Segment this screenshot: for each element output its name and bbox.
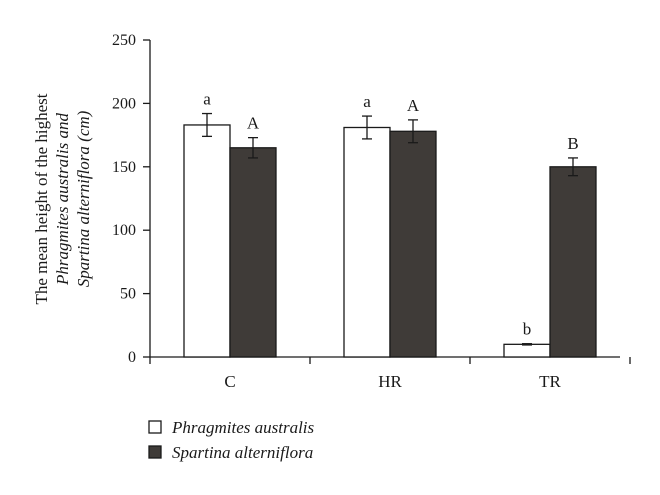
y-tick-label: 100 bbox=[112, 222, 136, 239]
axes: 0 50 100 150 200 250 C HR TR bbox=[112, 32, 631, 391]
legend-swatch bbox=[148, 420, 162, 434]
y-axis-label-line-1: The mean height of the highest bbox=[32, 93, 51, 304]
legend: Phragmites australis Spartina alterniflor… bbox=[148, 418, 315, 462]
significance-label: A bbox=[407, 96, 420, 115]
y-tick-label: 0 bbox=[128, 349, 136, 366]
bar-spartina-tr bbox=[549, 166, 597, 358]
y-tick-label: 250 bbox=[112, 32, 136, 49]
y-tick-label: 150 bbox=[112, 159, 136, 176]
bar-phragmites-c bbox=[183, 124, 231, 358]
bars: a a b A A B bbox=[183, 90, 597, 358]
x-tick-label: C bbox=[224, 372, 235, 391]
significance-label: b bbox=[523, 320, 532, 339]
x-tick-label: TR bbox=[539, 372, 561, 391]
legend-label: Spartina alterniflora bbox=[172, 443, 313, 462]
bar-phragmites-hr bbox=[343, 126, 391, 358]
x-tick-label: HR bbox=[378, 372, 402, 391]
y-tick-label: 200 bbox=[112, 95, 136, 112]
y-tick-label: 50 bbox=[120, 286, 136, 303]
legend-label: Phragmites australis bbox=[171, 418, 315, 437]
y-axis-label: The mean height of the highest Phragmite… bbox=[32, 93, 93, 304]
bar-spartina-c bbox=[229, 147, 277, 358]
significance-label: B bbox=[567, 134, 578, 153]
legend-swatch bbox=[148, 445, 162, 459]
bar-spartina-hr bbox=[389, 130, 437, 358]
significance-label: A bbox=[247, 114, 260, 133]
y-axis-label-line-2: Phragmites australis and bbox=[53, 113, 72, 286]
bar-phragmites-tr bbox=[503, 343, 551, 358]
significance-label: a bbox=[363, 92, 371, 111]
significance-label: a bbox=[203, 90, 211, 109]
y-axis-label-line-3: Spartina alterniflora (cm) bbox=[74, 110, 93, 287]
